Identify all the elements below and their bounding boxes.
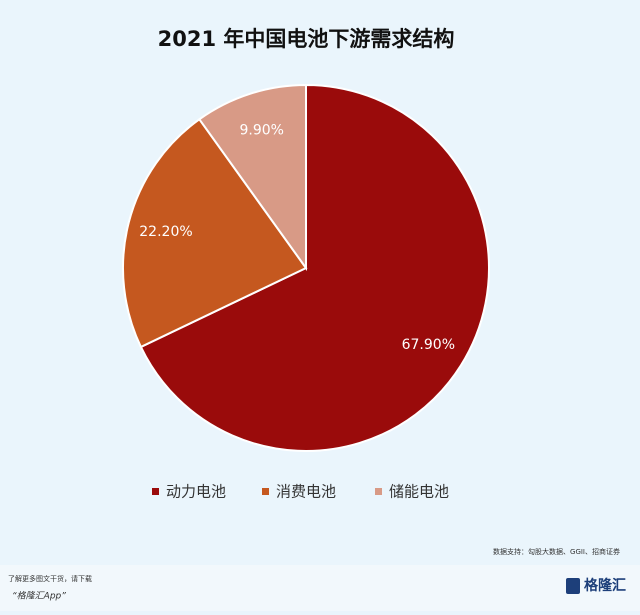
value-label: 22.20% [139,224,192,240]
legend-marker [152,488,159,495]
logo: 格隆汇 [584,577,626,594]
legend-label: 消费电池 [276,483,336,501]
legend-label: 储能电池 [389,483,449,501]
pie-slice [197,83,307,272]
footer-bar [0,565,640,611]
footer-text: 了解更多图文干货，请下载 [8,574,92,583]
legend-label: 动力电池 [166,483,226,501]
chart-title: 2021 年中国电池下游需求结构 [158,27,455,51]
pie-slice [139,83,490,452]
logo-icon [566,578,580,594]
legend-marker [262,488,269,495]
footer-text: “格隆汇App” [12,591,66,602]
source: 数据支持：勾股大数据、GGII、招商证券 [493,547,620,556]
value-label: 67.90% [402,337,455,353]
value-label: 9.90% [240,122,284,138]
pie-slice [122,117,308,349]
legend-marker [375,488,382,495]
